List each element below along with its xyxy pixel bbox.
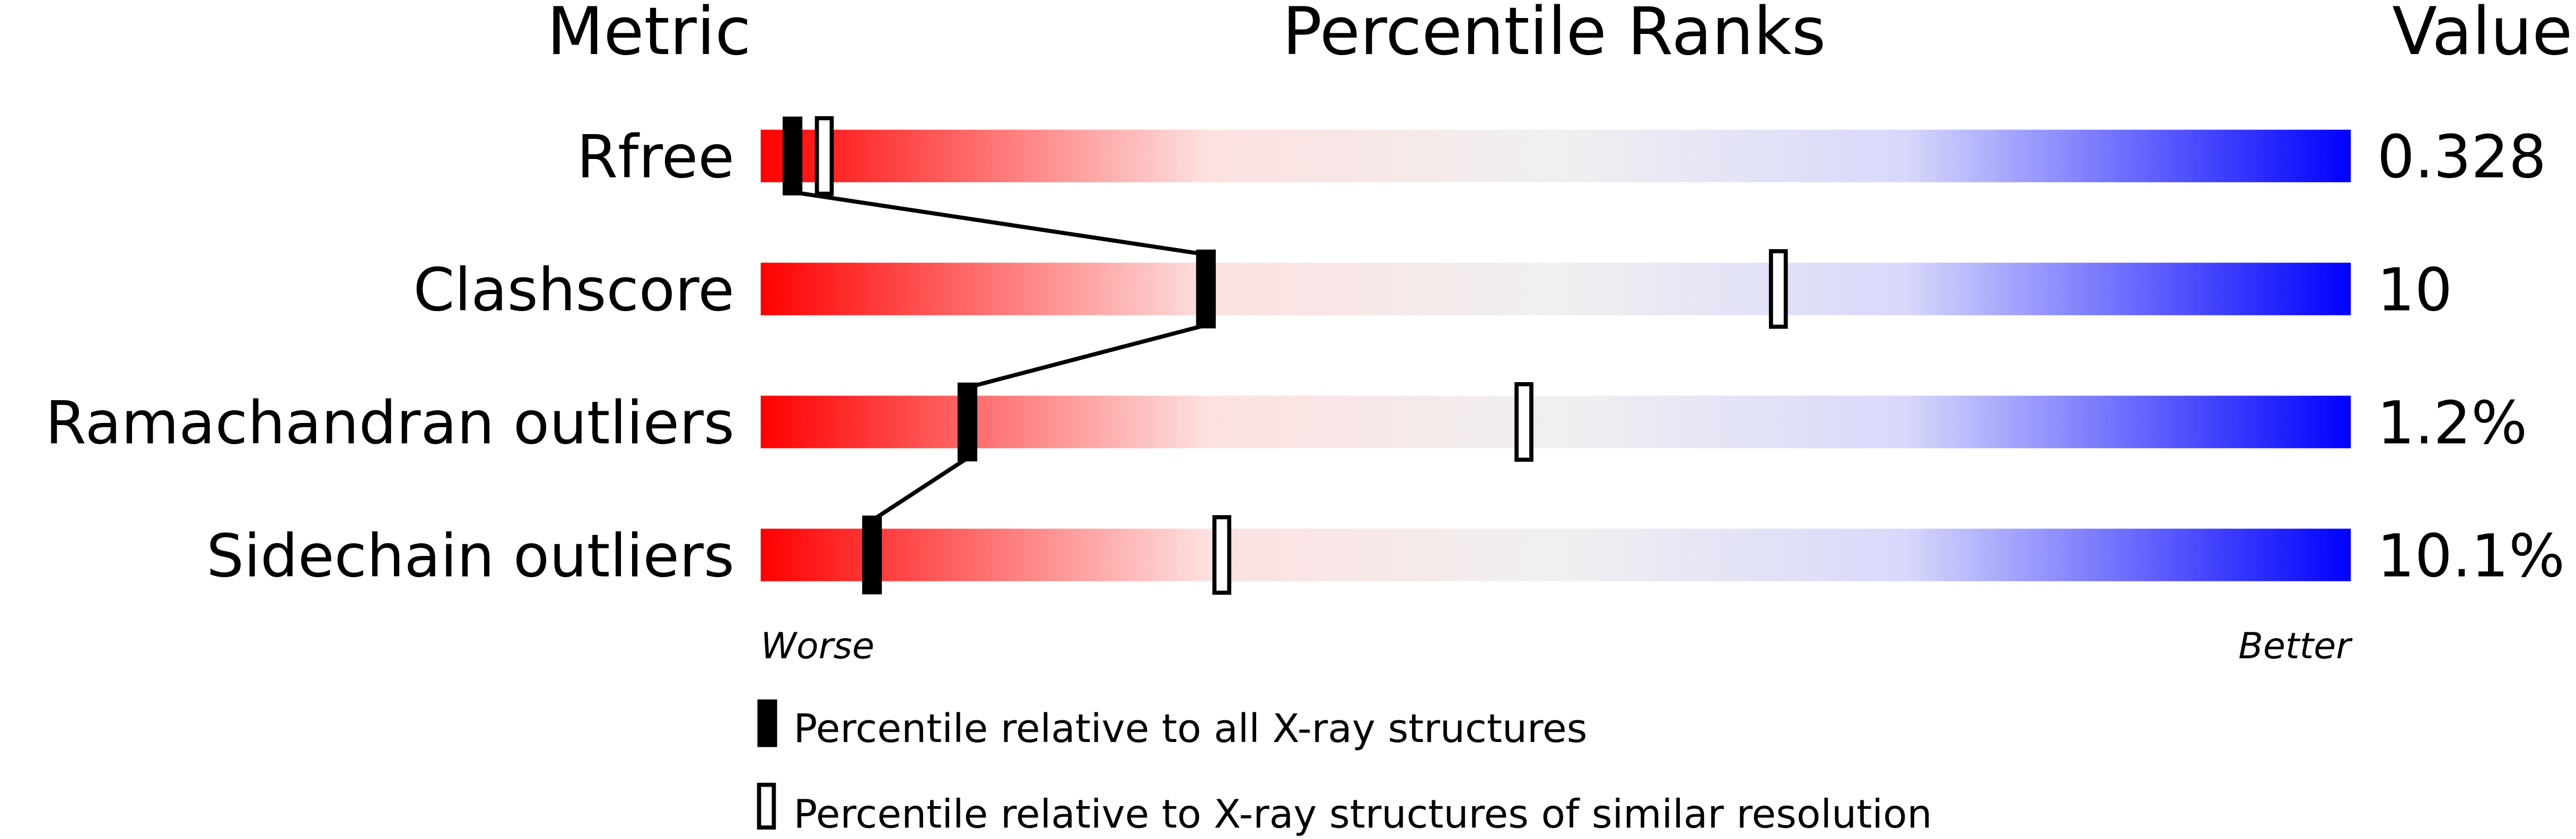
marker-all-structures [1196,249,1216,329]
marker-all-structures [957,382,978,462]
marker-similar-resolution [1768,249,1788,329]
scale-better-label: Better [2238,625,2353,667]
gradient-bar [760,528,2351,581]
marker-all-structures [782,116,803,196]
header-percentile-ranks: Percentile Ranks [1282,0,1826,70]
header-value: Value [2392,0,2572,70]
metric-value: 10.1% [2377,522,2565,590]
metric-label: Ramachandran outliers [45,388,734,457]
marker-similar-resolution [814,116,834,196]
metric-label: Clashscore [413,255,734,324]
legend-filled-marker [757,699,777,747]
header-metric: Metric [547,0,751,70]
connector-line [871,456,969,523]
gradient-bar [760,262,2351,315]
metric-value: 10 [2377,255,2452,324]
connector-line [792,190,1206,257]
rows: Rfree 0.328 Clashscore 10 Ramachandran outli… [45,116,2565,595]
metric-label: Sidechain outliers [206,522,734,590]
legend-hollow-marker [757,782,776,830]
gradient-bar [760,129,2351,182]
scale-worse-label: Worse [761,625,875,667]
marker-similar-resolution [1514,382,1534,462]
metric-value: 1.2% [2377,388,2527,457]
legend-label-similar: Percentile relative to X-ray structures … [794,791,1932,837]
metric-label: Rfree [577,123,734,192]
gradient-bar [760,395,2351,448]
legend-label-all: Percentile relative to all X-ray structu… [794,705,1588,752]
marker-similar-resolution [1212,515,1232,595]
marker-all-structures [862,515,882,595]
metric-value: 0.328 [2377,123,2546,192]
connector-line [967,323,1207,390]
